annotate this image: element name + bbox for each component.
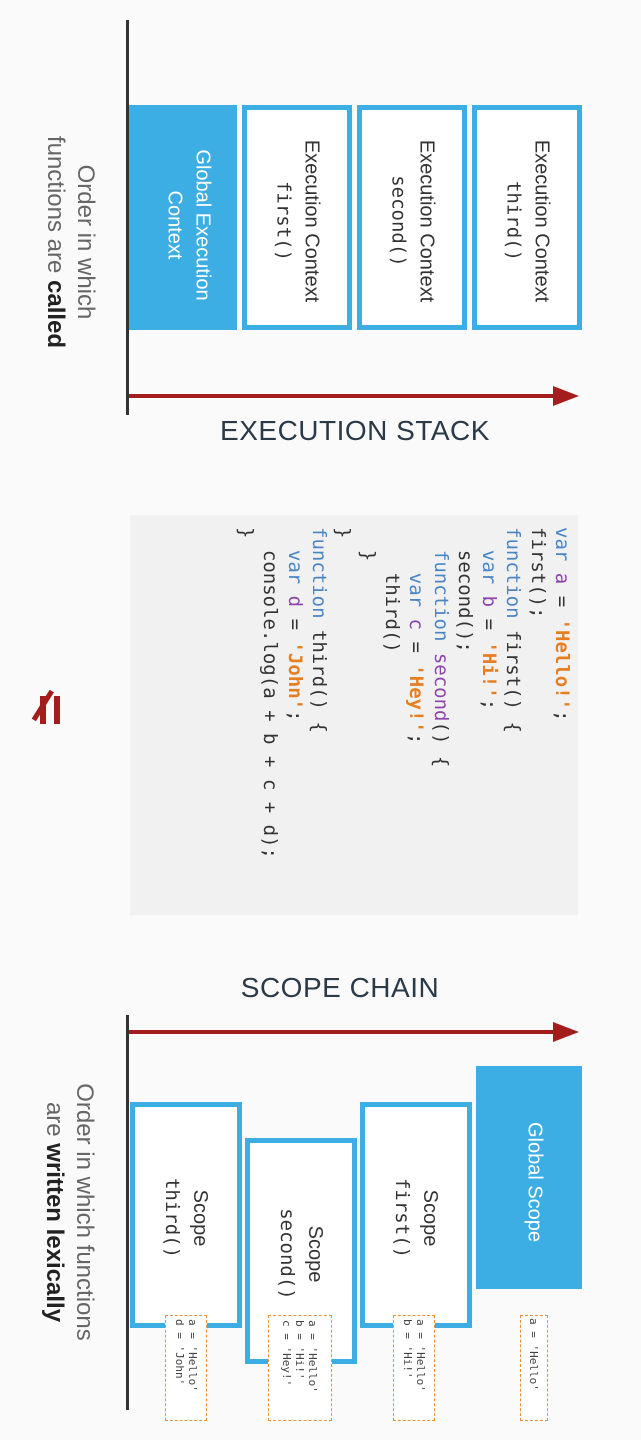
code-line: var a = 'Hello!'; bbox=[551, 527, 573, 722]
execution-stack-title: EXECUTION STACK bbox=[220, 415, 490, 446]
code-line: } bbox=[356, 549, 379, 562]
scope-label: Scope bbox=[419, 1189, 441, 1247]
code-block: var a = 'Hello!'; first(); function first(… bbox=[130, 515, 578, 915]
code-line: first(); bbox=[526, 527, 549, 619]
code-line: function third() { bbox=[308, 527, 331, 733]
code-line: second(); bbox=[453, 549, 476, 653]
code-line: var d = 'John'; bbox=[283, 549, 306, 722]
first-scope-variables: a = 'Hello' b = 'Hi!' bbox=[393, 1315, 435, 1421]
third-scope-variables: a = 'Hello' d = 'John' bbox=[165, 1315, 207, 1421]
scope-function-name: third() bbox=[161, 1177, 183, 1259]
scope-chain-title: SCOPE CHAIN bbox=[240, 972, 440, 1003]
scope-first: Scope first() bbox=[360, 1102, 472, 1328]
lexical-order-label: Order in which functions are written lex… bbox=[41, 1083, 98, 1341]
code-line: function first() { bbox=[502, 527, 525, 733]
code-line: var c = 'Hey!'; bbox=[405, 572, 428, 745]
scope-third: Scope third() bbox=[130, 1102, 242, 1328]
scope-base-line bbox=[126, 1015, 129, 1410]
global-scope-variables: a = 'Hello' bbox=[520, 1315, 548, 1421]
not-equal-icon bbox=[31, 690, 60, 724]
code-line: } bbox=[235, 527, 258, 539]
context-label: Execution Context bbox=[530, 139, 553, 303]
code-line: function second() { bbox=[429, 549, 452, 768]
code-sample: var a = 'Hello!'; first(); function first(… bbox=[130, 515, 578, 915]
stack-base-line bbox=[126, 20, 129, 415]
global-scope-label: Global Scope bbox=[523, 1121, 546, 1243]
code-line: console.log(a + b + c + d); bbox=[259, 549, 282, 859]
execution-context-third: Execution Context third() bbox=[472, 105, 582, 330]
global-context-line2: Context bbox=[163, 190, 186, 260]
context-function-name: second() bbox=[387, 175, 410, 267]
scope-function-name: first() bbox=[391, 1177, 413, 1259]
context-label: Execution Context bbox=[415, 139, 438, 303]
execution-order-label: Order in which functions are called bbox=[42, 135, 99, 349]
second-scope-variables: a = 'Hello' b = 'Hi!' c = 'Hey!' bbox=[268, 1315, 332, 1421]
global-scope: Global Scope bbox=[476, 1066, 582, 1289]
context-function-name: third() bbox=[502, 180, 525, 262]
scope-arrow-line bbox=[129, 1030, 553, 1034]
execution-context-first: Execution Context first() bbox=[242, 105, 352, 330]
code-line: third() bbox=[380, 572, 403, 653]
global-execution-context: Global Execution Context bbox=[129, 105, 237, 330]
stack-arrow-line bbox=[129, 394, 553, 398]
stack-arrowhead-icon bbox=[553, 386, 579, 406]
context-label: Execution Context bbox=[300, 139, 323, 303]
scope-arrowhead-icon bbox=[553, 1022, 579, 1042]
context-function-name: first() bbox=[272, 180, 295, 262]
execution-context-second: Execution Context second() bbox=[357, 105, 467, 330]
code-line: var b = 'Hi!'; bbox=[478, 549, 501, 711]
scope-label: Scope bbox=[189, 1189, 211, 1247]
global-context-line1: Global Execution bbox=[191, 149, 214, 301]
code-line: } bbox=[332, 527, 355, 539]
